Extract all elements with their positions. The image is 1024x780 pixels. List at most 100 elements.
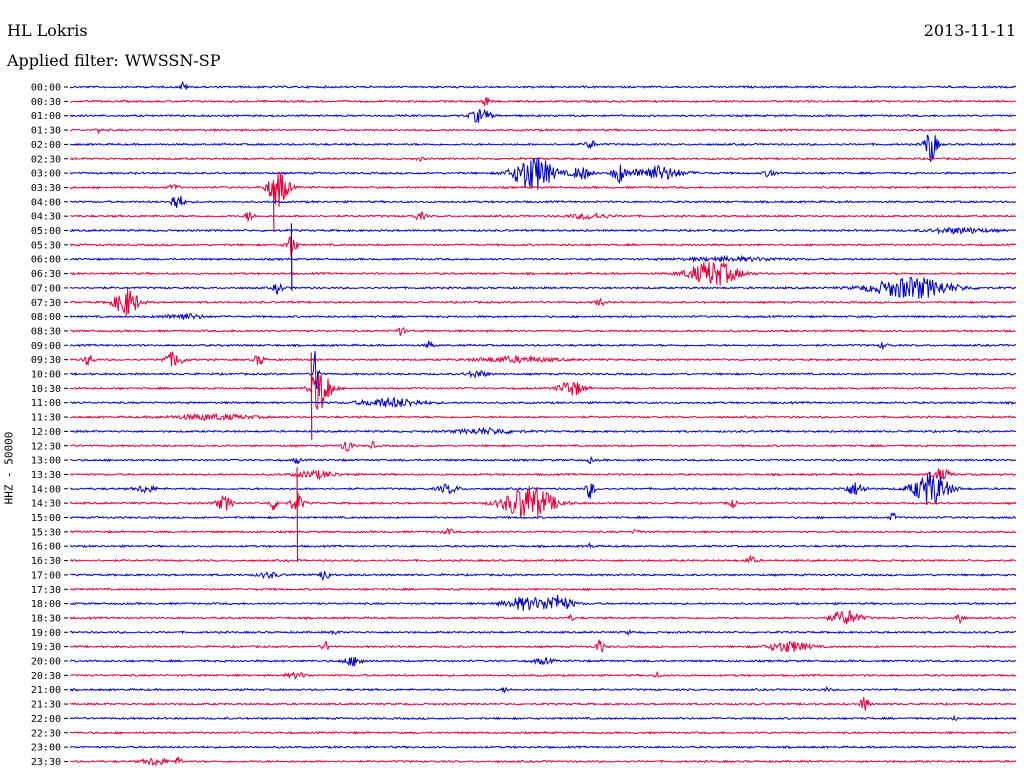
time-tick-label: 07:30 [31,298,61,309]
trace-line [69,236,1017,257]
time-tick-label: 02:00 [31,140,61,151]
trace-line [69,211,1017,223]
time-tick-label: 22:00 [31,714,61,725]
trace-line [69,96,1017,106]
trace-line [69,276,1017,299]
time-tick-label: 14:30 [31,499,61,510]
trace-line [69,374,1017,411]
trace-line [69,628,1017,636]
time-tick-label: 18:00 [31,599,61,610]
trace-line [69,527,1017,535]
trace-line [69,542,1017,550]
trace-line [69,512,1017,521]
trace-line [69,455,1017,465]
time-tick-label: 17:00 [31,570,61,581]
trace-line [69,471,1017,506]
time-tick-label: 04:00 [31,197,61,208]
time-tick-label: 15:30 [31,527,61,538]
trace-line [69,195,1017,208]
trace-line [69,440,1017,452]
trace-line [69,172,1017,208]
trace-line [69,312,1017,321]
time-tick-label: 16:30 [31,556,61,567]
time-tick-label: 18:30 [31,613,61,624]
time-tick-label: 05:00 [31,226,61,237]
trace-line [69,745,1017,750]
time-tick-label: 06:30 [31,269,61,280]
trace-line [69,396,1017,409]
time-tick-label: 17:30 [31,585,61,596]
time-tick-label: 12:00 [31,427,61,438]
time-tick-label: 14:00 [31,484,61,495]
trace-line [69,609,1017,625]
trace-line [69,639,1017,653]
trace-line [69,671,1017,680]
time-tick-label: 00:30 [31,97,61,108]
trace-line [69,426,1017,436]
time-tick-label: 09:30 [31,355,61,366]
trace-line [69,128,1017,135]
trace-line [69,351,1017,367]
trace-line [69,261,1017,286]
time-tick-label: 19:00 [31,628,61,639]
time-tick-label: 00:00 [31,83,61,94]
time-tick-label: 13:30 [31,470,61,481]
time-tick-label: 01:30 [31,126,61,137]
time-tick-label: 10:30 [31,384,61,395]
trace-line [69,254,1017,263]
time-tick-label: 10:00 [31,370,61,381]
filter-name: WWSSN-SP [124,51,221,70]
time-tick-label: 06:00 [31,255,61,266]
time-tick-label: 05:30 [31,240,61,251]
trace-line [69,730,1017,735]
trace-line [69,756,1017,767]
station-name: HL Lokris [7,21,88,40]
trace-line [69,226,1017,235]
time-tick-label: 13:00 [31,456,61,467]
time-tick-label: 21:30 [31,700,61,711]
trace-line [69,80,1017,90]
trace-line [69,288,1017,316]
trace-line [69,108,1017,123]
time-tick-label: 08:00 [31,312,61,323]
trace-line [69,134,1017,163]
trace-line [69,696,1017,711]
trace-line [69,340,1017,350]
trace-line [69,486,1017,518]
time-tick-label: 02:30 [31,154,61,165]
trace-line [69,685,1017,694]
trace-line [69,656,1017,667]
filter-line: Applied filter: WWSSN-SP [7,51,220,70]
spike-line [290,223,293,291]
trace-line [69,468,1017,481]
trace-line [69,157,1017,190]
time-tick-label: 08:30 [31,326,61,337]
trace-line [69,714,1017,721]
spike-line [272,180,275,232]
time-tick-label: 16:00 [31,542,61,553]
time-tick-label: 03:30 [31,183,61,194]
trace-line [69,412,1017,422]
time-tick-label: 20:30 [31,671,61,682]
time-tick-label: 20:00 [31,657,61,668]
time-tick-label: 07:00 [31,283,61,294]
trace-line [69,156,1017,162]
time-tick-label: 11:00 [31,398,61,409]
spike-line [296,467,299,562]
time-tick-label: 19:30 [31,642,61,653]
time-tick-label: 09:00 [31,341,61,352]
time-tick-label: 21:00 [31,685,61,696]
time-tick-label: 23:30 [31,757,61,768]
time-tick-label: 23:00 [31,743,61,754]
spike-line [310,352,313,441]
trace-line [69,587,1017,592]
filter-prefix-label: Applied filter: [7,51,119,70]
trace-line [69,594,1017,611]
time-tick-label: 01:00 [31,111,61,122]
record-date: 2013-11-11 [923,21,1016,40]
time-tick-label: 22:30 [31,728,61,739]
time-tick-label: 03:00 [31,169,61,180]
trace-line [69,570,1017,582]
time-tick-label: 15:00 [31,513,61,524]
